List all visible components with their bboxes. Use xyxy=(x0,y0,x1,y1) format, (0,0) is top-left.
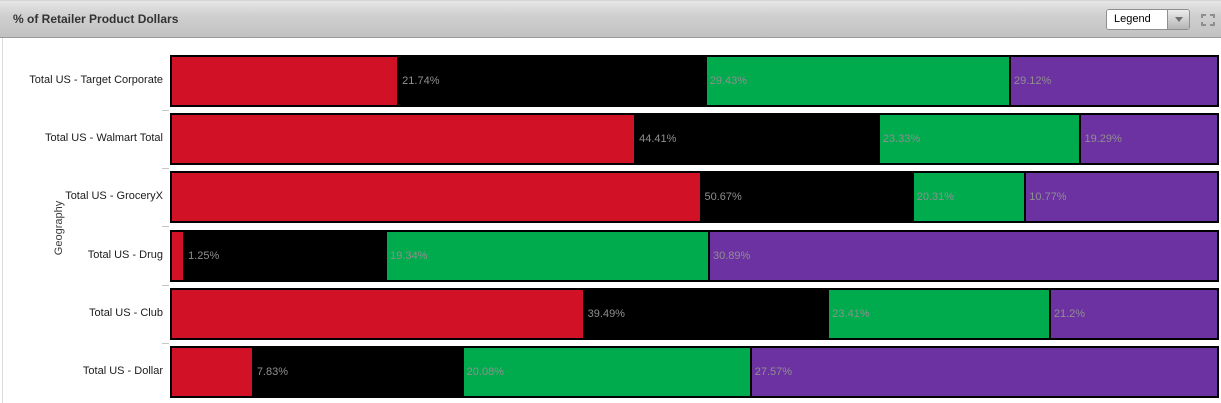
bar-segment-red[interactable] xyxy=(172,231,186,280)
bar-segment-black[interactable] xyxy=(584,289,830,338)
bar-segment-green[interactable] xyxy=(829,289,1051,338)
bar-row: 1.25% 19.34% 30.89% xyxy=(170,229,1219,282)
bar-segment-purple[interactable] xyxy=(1011,57,1217,105)
bar-segment-green[interactable] xyxy=(879,115,1082,164)
category-label: Total US - Target Corporate xyxy=(29,74,163,86)
bar-segment-black[interactable] xyxy=(399,57,707,105)
legend-dropdown[interactable]: Legend xyxy=(1106,9,1190,30)
widget-header: % of Retailer Product Dollars Legend xyxy=(0,0,1221,38)
bar-segment-red[interactable] xyxy=(172,115,637,164)
bar-row: 50.67% 20.31% 10.77% xyxy=(170,171,1219,224)
category-label: Total US - GroceryX xyxy=(65,190,163,203)
bar-segment-green[interactable] xyxy=(387,231,710,280)
category-label: Total US - Club xyxy=(89,306,163,319)
bar-row: 7.83% 20.08% 27.57% xyxy=(170,346,1219,398)
page-title: % of Retailer Product Dollars xyxy=(13,12,179,26)
bar-row: 21.74% 29.43% 29.12% xyxy=(170,55,1219,107)
axis-tick xyxy=(162,110,169,111)
bar-segment-purple[interactable] xyxy=(1050,289,1217,338)
maximize-icon[interactable] xyxy=(1200,13,1216,27)
plot-area: Geography Total US - Target Corporate 21.… xyxy=(0,38,1221,403)
bar-row: 44.41% 23.33% 19.29% xyxy=(170,113,1219,166)
bar-segment-red[interactable] xyxy=(172,289,585,338)
axis-tick xyxy=(162,284,169,286)
panel-border xyxy=(2,38,3,403)
chevron-down-icon[interactable] xyxy=(1167,10,1189,29)
category-label: Total US - Walmart Total xyxy=(45,132,163,145)
bar-segment-green[interactable] xyxy=(463,348,752,396)
axis-tick xyxy=(162,226,169,228)
bar-segment-purple[interactable] xyxy=(1026,173,1217,222)
bar-segment-black[interactable] xyxy=(185,231,388,280)
bar-segment-purple[interactable] xyxy=(751,348,1217,396)
axis-tick xyxy=(162,168,169,170)
bar-segment-green[interactable] xyxy=(913,173,1027,222)
category-label: Total US - Dollar xyxy=(82,365,163,377)
legend-dropdown-value: Legend xyxy=(1107,10,1167,29)
bar-segment-red[interactable] xyxy=(172,173,702,222)
bar-segment-red[interactable] xyxy=(172,57,400,105)
bar-segment-purple[interactable] xyxy=(709,231,1217,280)
bar-row: 39.49% 23.41% 21.2% xyxy=(170,287,1219,340)
axis-tick xyxy=(162,342,169,344)
bar-segment-green[interactable] xyxy=(706,57,1011,105)
y-axis-title: Geography xyxy=(53,200,65,256)
bar-segment-black[interactable] xyxy=(253,348,464,396)
bar-segment-purple[interactable] xyxy=(1081,115,1217,164)
bar-segment-red[interactable] xyxy=(172,348,254,396)
bar-segment-black[interactable] xyxy=(701,173,914,222)
bar-segment-black[interactable] xyxy=(636,115,880,164)
category-label: Total US - Drug xyxy=(87,248,163,261)
